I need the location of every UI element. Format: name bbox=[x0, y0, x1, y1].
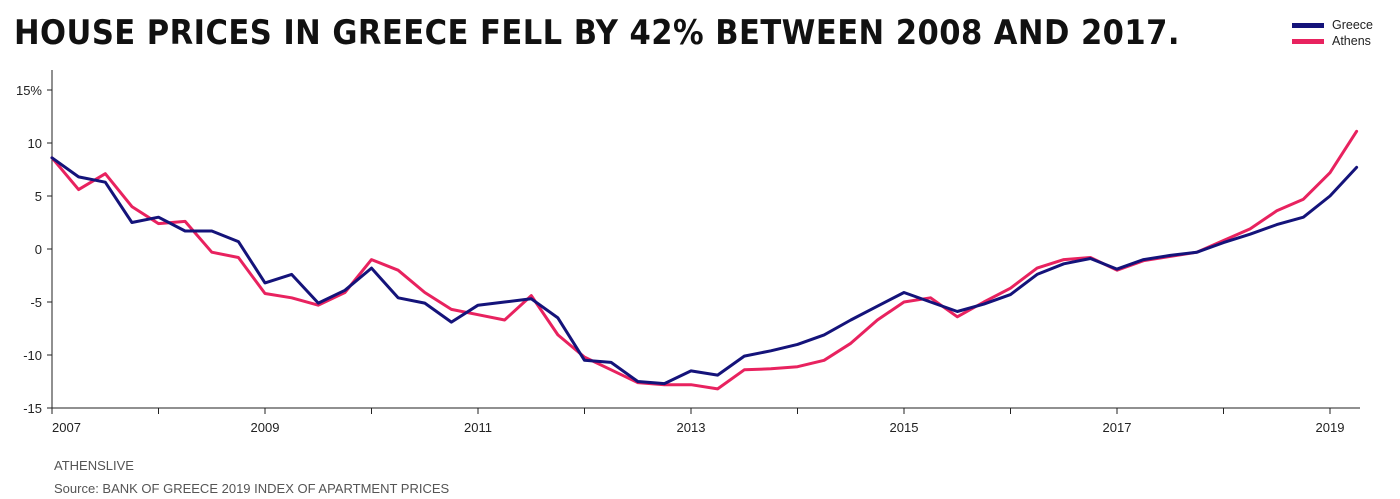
x-tick-label: 2017 bbox=[1103, 420, 1132, 435]
legend-label-greece: Greece bbox=[1332, 18, 1373, 32]
series-line-greece bbox=[50, 156, 1359, 386]
y-tick-label: -5 bbox=[30, 295, 42, 310]
x-tick-label: 2009 bbox=[251, 420, 280, 435]
series-line-athens bbox=[50, 129, 1359, 391]
y-tick-label: 15% bbox=[16, 83, 42, 98]
y-tick-label: -15 bbox=[23, 401, 42, 416]
legend-label-athens: Athens bbox=[1332, 34, 1371, 48]
chart-credit: ATHENSLIVE bbox=[54, 458, 134, 473]
legend-item-greece: Greece bbox=[1292, 17, 1373, 33]
y-tick-label: -10 bbox=[23, 348, 42, 363]
y-tick-label: 10 bbox=[28, 136, 42, 151]
legend-swatch-greece bbox=[1292, 22, 1324, 28]
x-tick-label: 2011 bbox=[464, 420, 492, 435]
chart-source: Source: BANK OF GREECE 2019 INDEX OF APA… bbox=[54, 481, 450, 496]
y-tick-label: 0 bbox=[35, 242, 42, 257]
x-tick-label: 2007 bbox=[52, 420, 81, 435]
chart-legend: Greece Athens bbox=[1292, 17, 1373, 49]
y-tick-label: 5 bbox=[35, 189, 42, 204]
x-tick-label: 2019 bbox=[1316, 420, 1345, 435]
legend-swatch-athens bbox=[1292, 38, 1324, 44]
legend-item-athens: Athens bbox=[1292, 33, 1373, 49]
x-tick-label: 2013 bbox=[677, 420, 706, 435]
x-tick-label: 2015 bbox=[890, 420, 919, 435]
chart-title: HOUSE PRICES IN GREECE FELL BY 42% BETWE… bbox=[14, 13, 1180, 53]
